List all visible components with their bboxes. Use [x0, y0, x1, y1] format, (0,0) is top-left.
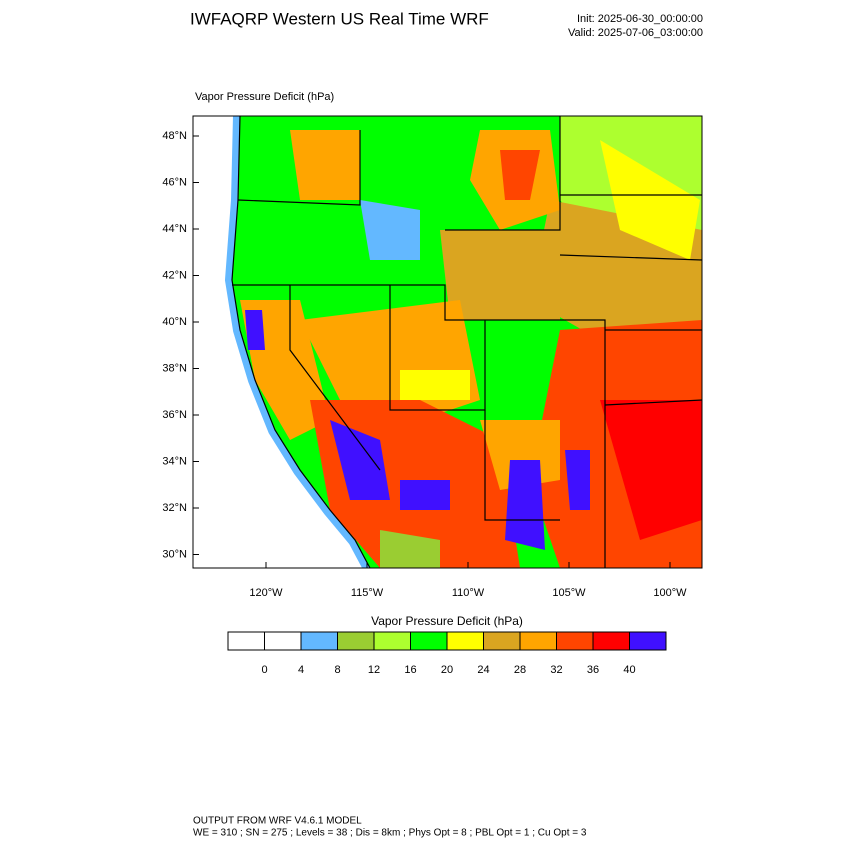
colorbar-box [446, 631, 484, 651]
colorbar: 0 4 8 12 16 20 24 28 32 36 40 [227, 631, 667, 676]
lat-label: 34°N [162, 455, 187, 467]
colorbar-box [337, 631, 375, 651]
footer-line: OUTPUT FROM WRF V4.6.1 MODEL [193, 816, 362, 827]
init-time: Init: 2025-06-30_00:00:00 [577, 13, 703, 25]
colorbar-box [629, 631, 667, 651]
colorbar-label: 28 [514, 664, 526, 676]
map-field [193, 116, 702, 568]
colorbar-box [300, 631, 338, 651]
colorbar-title: Vapor Pressure Deficit (hPa) [371, 614, 523, 628]
colorbar-label: 12 [368, 664, 380, 676]
colorbar-box [519, 631, 557, 651]
lon-axis: 120°W 115°W 110°W 105°W 100°W [249, 562, 687, 599]
lat-label: 48°N [162, 130, 187, 142]
colorbar-label: 40 [623, 664, 635, 676]
title: IWFAQRP Western US Real Time WRF [190, 9, 489, 28]
colorbar-box [592, 631, 630, 651]
colorbar-box [264, 631, 302, 651]
lon-label: 115°W [351, 587, 384, 599]
lon-label: 105°W [552, 587, 586, 599]
colorbar-box [227, 631, 265, 651]
lat-label: 42°N [162, 269, 187, 281]
colorbar-label: 16 [404, 664, 416, 676]
colorbar-box [373, 631, 411, 651]
lat-label: 46°N [162, 176, 187, 188]
lon-label: 100°W [653, 587, 687, 599]
valid-time: Valid: 2025-07-06_03:00:00 [568, 27, 703, 39]
lat-label: 36°N [162, 409, 187, 421]
colorbar-box [556, 631, 594, 651]
colorbar-label: 36 [587, 664, 599, 676]
colorbar-box [483, 631, 521, 651]
map-label: Vapor Pressure Deficit (hPa) [195, 91, 334, 103]
footer-line: WE = 310 ; SN = 275 ; Levels = 38 ; Dis … [193, 828, 587, 839]
lat-label: 44°N [162, 223, 187, 235]
colorbar-label: 8 [334, 664, 340, 676]
lat-label: 32°N [162, 502, 187, 514]
lat-label: 30°N [162, 548, 187, 560]
colorbar-label: 24 [477, 664, 489, 676]
map-frame [192, 115, 703, 569]
lat-axis: 48°N 46°N 44°N 42°N 40°N 38°N 36°N 34°N 32°N 30°N [162, 130, 199, 560]
colorbar-label: 0 [261, 664, 267, 676]
colorbar-label: 4 [298, 664, 304, 676]
colorbar-label: 32 [550, 664, 562, 676]
lon-label: 110°W [452, 587, 485, 599]
colorbar-box [410, 631, 448, 651]
lat-label: 38°N [162, 362, 187, 374]
lon-label: 120°W [249, 587, 283, 599]
colorbar-label: 20 [441, 664, 453, 676]
lat-label: 40°N [162, 316, 187, 328]
